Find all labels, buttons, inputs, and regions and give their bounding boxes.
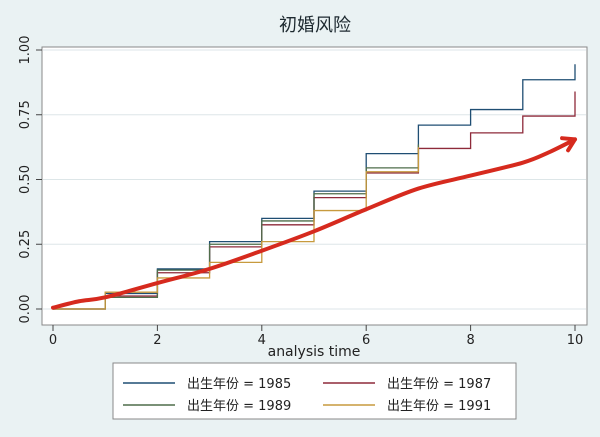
y-tick-label: 1.00 [18, 36, 33, 65]
y-tick-label: 0.00 [18, 295, 33, 324]
y-tick-label: 0.25 [18, 230, 33, 259]
trend-arrow-head [560, 136, 577, 153]
x-tick-label: 0 [49, 333, 57, 348]
legend-label-1: 出生年份 = 1985 [187, 377, 291, 392]
legend-label-2: 出生年份 = 1987 [387, 377, 491, 392]
trend-arrow-line [51, 137, 577, 310]
y-tick-label: 0.75 [18, 100, 33, 129]
x-axis: 0 2 4 6 8 10 [49, 325, 583, 348]
chart-title: 初婚风险 [279, 15, 351, 36]
y-axis: 0.00 0.25 0.50 0.75 1.00 [18, 36, 42, 324]
legend-label-3: 出生年份 = 1989 [187, 399, 291, 414]
x-axis-title: analysis time [268, 344, 361, 360]
x-tick-label: 4 [258, 333, 266, 348]
grid [43, 49, 586, 310]
x-tick-label: 6 [362, 333, 370, 348]
legend: 出生年份 = 1985 出生年份 = 1987 出生年份 = 1989 出生年份 = … [123, 377, 491, 414]
x-tick-label: 10 [567, 333, 584, 348]
legend-label-4: 出生年份 = 1991 [387, 399, 491, 414]
x-tick-label: 8 [466, 333, 474, 348]
plot-area [41, 46, 588, 326]
y-tick-label: 0.50 [18, 165, 33, 194]
annotation-layer [51, 136, 577, 310]
x-tick-label: 2 [153, 333, 161, 348]
series-layer [53, 64, 576, 310]
legend-box [112, 362, 517, 420]
